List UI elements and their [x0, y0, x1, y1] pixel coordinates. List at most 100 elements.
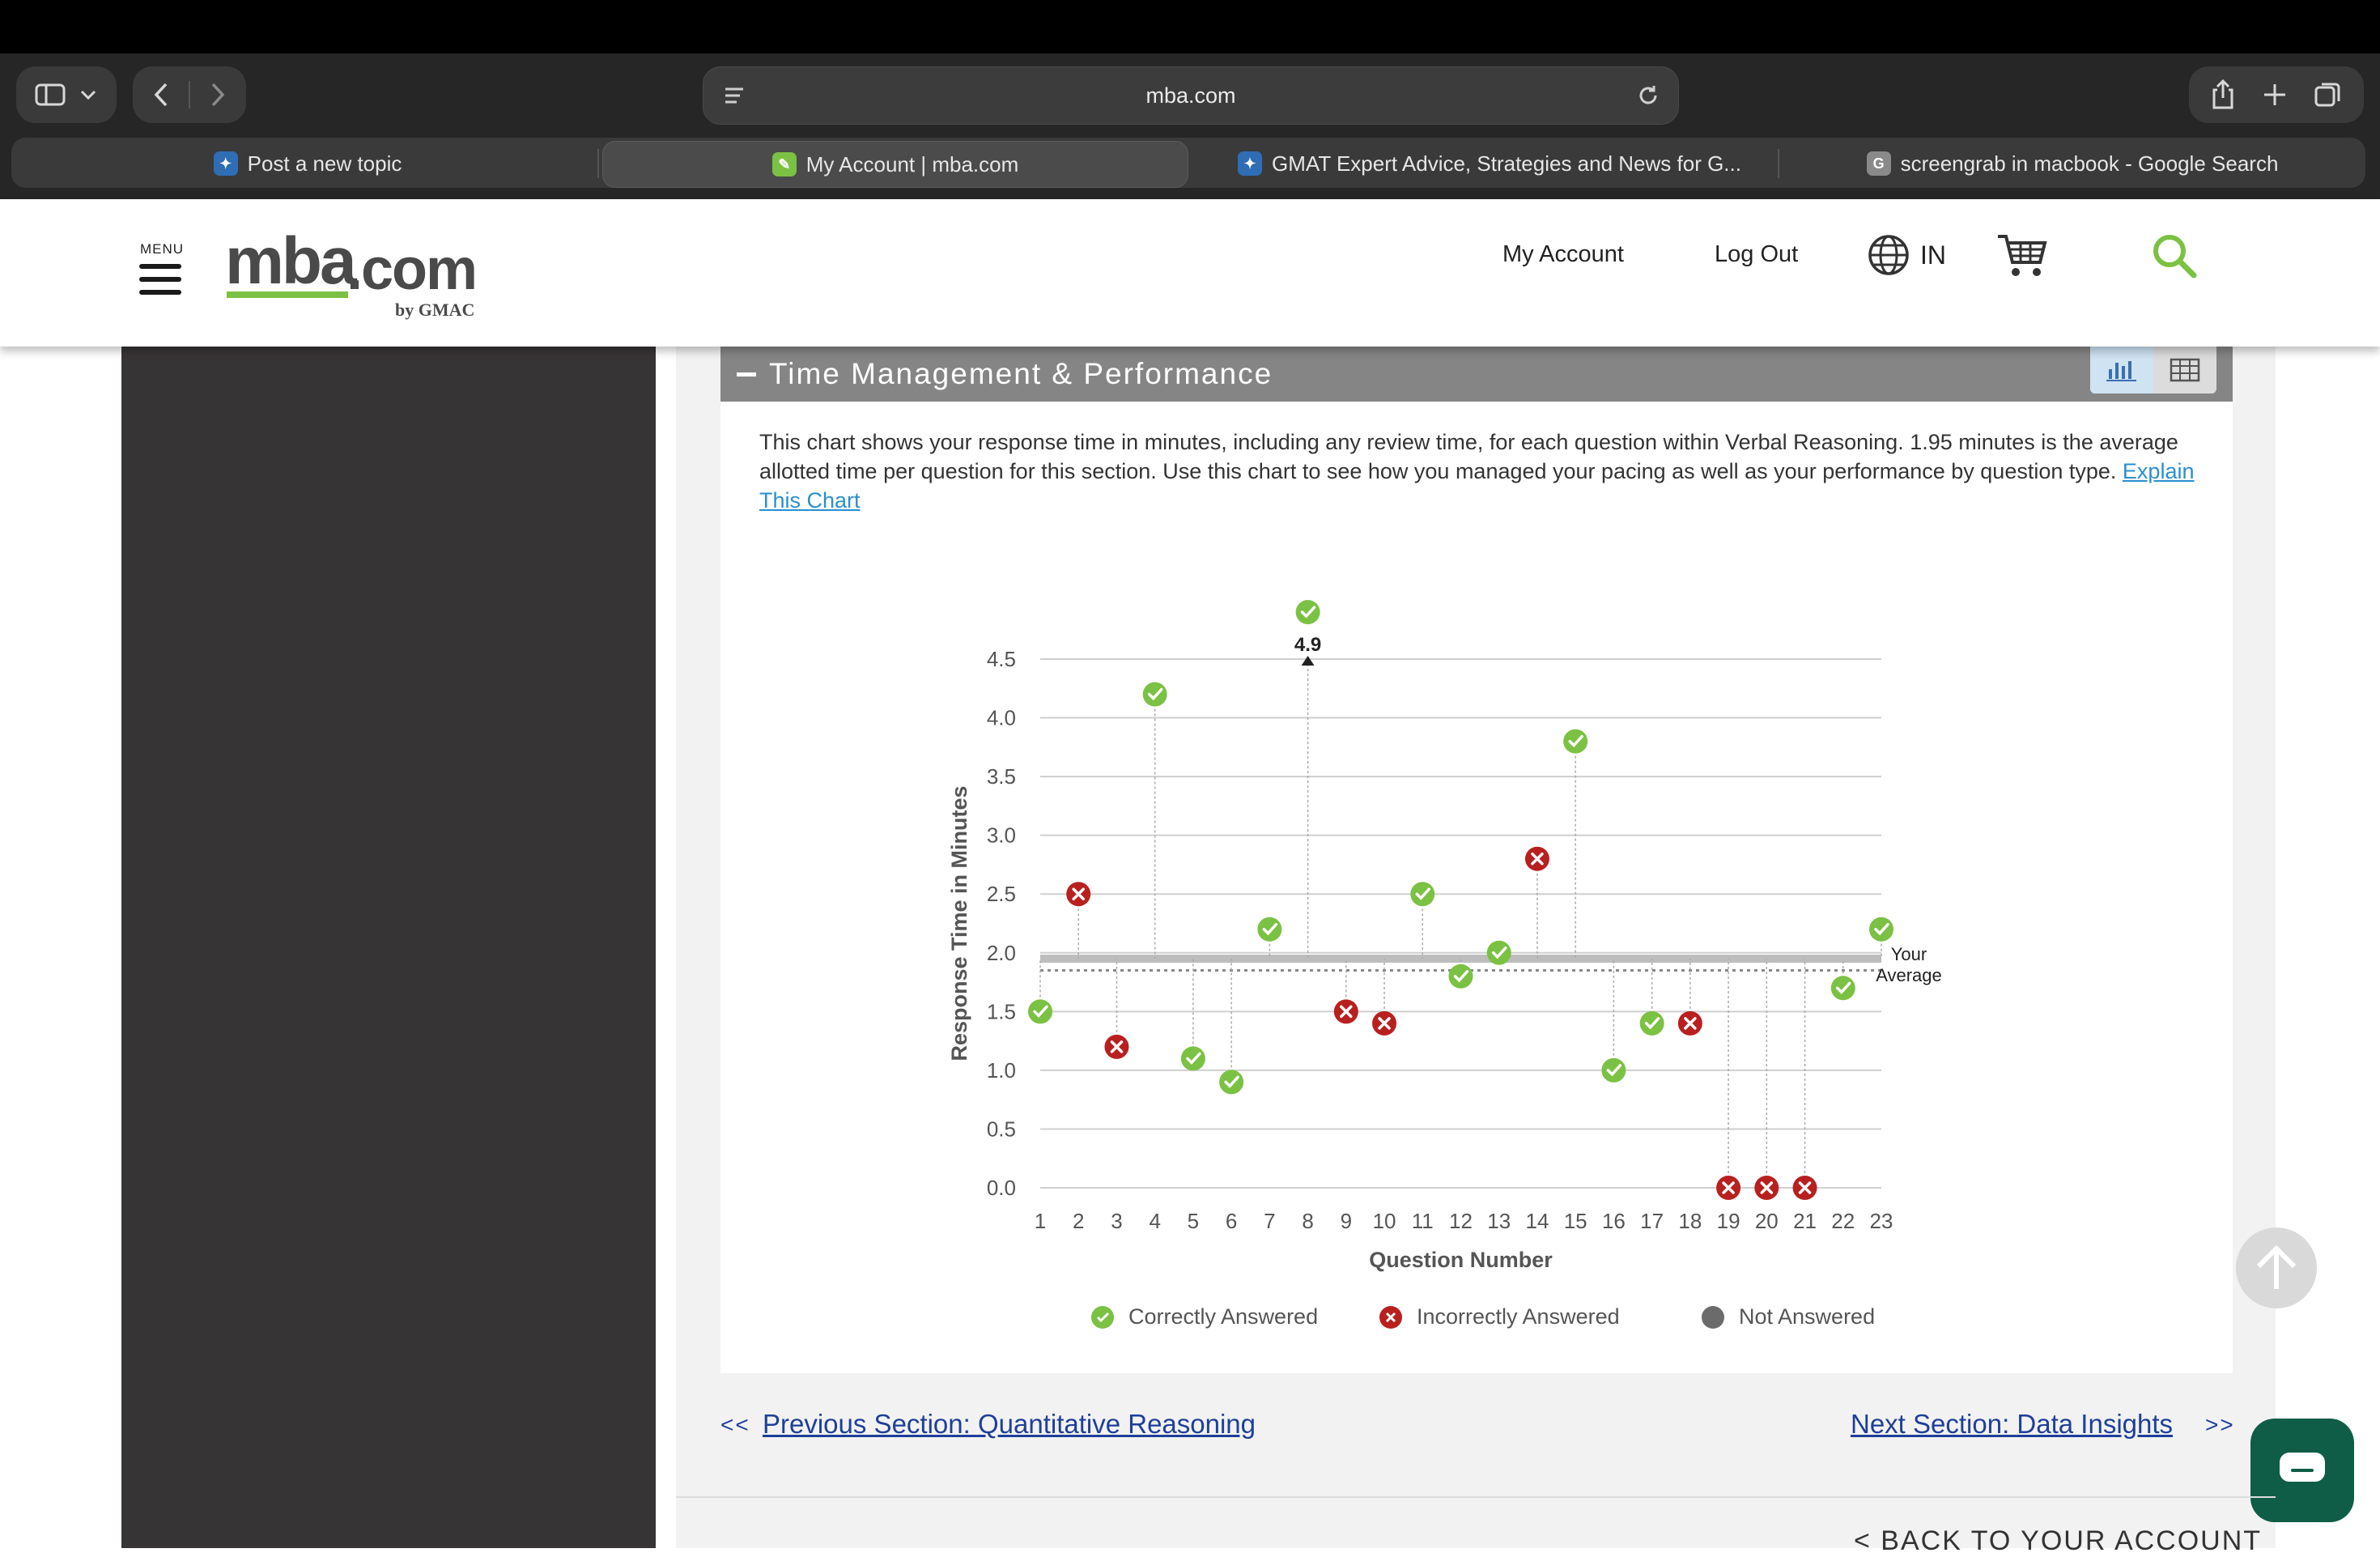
- correct-answer-point[interactable]: [1028, 999, 1052, 1024]
- incorrect-answer-point[interactable]: [1333, 999, 1358, 1024]
- region-label: IN: [1920, 240, 1946, 270]
- tab-google-search[interactable]: G screengrab in macbook - Google Search: [1846, 141, 2299, 186]
- mba-favicon-icon: ✎: [771, 152, 797, 177]
- nav-divider: [189, 81, 190, 108]
- incorrect-answer-point[interactable]: [1677, 1010, 1702, 1036]
- x-icon: [1722, 1181, 1735, 1194]
- correct-answer-point[interactable]: [1142, 682, 1167, 707]
- logo-by-gmac: by GMAC: [395, 300, 475, 320]
- x-tick-label: 11: [1412, 1209, 1434, 1233]
- x-tick-label: 1: [1035, 1209, 1046, 1233]
- incorrect-answer-point[interactable]: [1792, 1176, 1817, 1200]
- toolbar-right: [2189, 66, 2364, 123]
- menu-button[interactable]: MENU: [138, 241, 186, 298]
- collapse-icon[interactable]: [737, 372, 756, 376]
- x-tick-label: 9: [1341, 1209, 1352, 1233]
- tab-my-account[interactable]: ✎ My Account | mba.com: [602, 141, 1188, 188]
- x-icon: [1072, 887, 1085, 900]
- reader-icon[interactable]: [723, 85, 747, 106]
- site-logo[interactable]: mba .com by GMAC: [225, 225, 484, 322]
- incorrect-answer-point[interactable]: [1716, 1176, 1741, 1200]
- point-marker: [1563, 729, 1588, 754]
- point-marker: [1486, 940, 1511, 965]
- correct-answer-point[interactable]: [1830, 976, 1855, 1001]
- incorrect-answer-point[interactable]: [1372, 1010, 1397, 1036]
- chart-view-button[interactable]: [2090, 347, 2153, 394]
- data-label: 4.9: [1294, 634, 1321, 656]
- check-icon: [1186, 1052, 1201, 1065]
- legend-label: Correctly Answered: [1128, 1304, 1318, 1329]
- correct-answer-point[interactable]: [1180, 1046, 1205, 1071]
- point-marker: [1219, 1070, 1244, 1095]
- tab-overview-icon[interactable]: [2313, 79, 2344, 110]
- y-tick-label: 4.0: [987, 706, 1016, 730]
- correct-answer-point[interactable]: [1448, 964, 1473, 989]
- log-out-link[interactable]: Log Out: [1715, 241, 1799, 267]
- y-tick-label: 0.5: [987, 1117, 1016, 1141]
- back-icon[interactable]: [150, 81, 174, 108]
- x-icon: [1531, 852, 1544, 866]
- gmat-club-favicon-icon: ✦: [1238, 151, 1263, 176]
- point-marker: [1257, 917, 1282, 942]
- section-header[interactable]: Time Management & Performance: [720, 347, 2233, 402]
- x-tick-label: 8: [1302, 1209, 1313, 1233]
- point-marker: [1295, 600, 1320, 624]
- correct-answer-point[interactable]: [1601, 1057, 1626, 1083]
- x-icon: [1684, 1017, 1697, 1030]
- next-section-link[interactable]: Next Section: Data Insights: [1851, 1409, 2174, 1439]
- correct-answer-point[interactable]: [1563, 729, 1588, 754]
- reload-icon[interactable]: [1636, 83, 1660, 108]
- correct-answer-point[interactable]: [1486, 940, 1511, 965]
- search-icon[interactable]: [2150, 232, 2199, 280]
- x-tick-label: 12: [1449, 1209, 1473, 1233]
- check-icon: [1147, 687, 1163, 701]
- scroll-to-top-button[interactable]: [2236, 1227, 2317, 1308]
- check-icon: [1415, 887, 1431, 900]
- point-marker: [1142, 682, 1167, 707]
- prev-arrows[interactable]: <<: [720, 1412, 750, 1437]
- incorrect-answer-point[interactable]: [1104, 1034, 1129, 1059]
- sidebar-icon: [35, 83, 66, 106]
- region-selector[interactable]: IN: [1867, 233, 1946, 277]
- menu-bar: [0, 0, 2380, 53]
- correct-answer-point[interactable]: [1410, 882, 1435, 907]
- chat-icon: [2280, 1453, 2325, 1482]
- correct-answer-point[interactable]: [1869, 917, 1893, 942]
- legend-label: Not Answered: [1739, 1304, 1875, 1329]
- share-icon[interactable]: [2209, 79, 2237, 111]
- table-view-button[interactable]: [2153, 347, 2216, 394]
- account-sidebar: [121, 347, 656, 1548]
- correct-answer-point[interactable]: [1219, 1070, 1244, 1095]
- tab-gmat-expert-advice[interactable]: ✦ GMAT Expert Advice, Strategies and New…: [1214, 141, 1765, 186]
- tab-divider: [597, 149, 599, 178]
- incorrect-answer-point[interactable]: [1524, 846, 1549, 871]
- explain-chart-link[interactable]: Explain This Chart: [759, 459, 2195, 513]
- x-icon: [1340, 1005, 1353, 1019]
- cart-icon[interactable]: [1996, 232, 2048, 279]
- chat-button[interactable]: [2250, 1419, 2354, 1522]
- correct-answer-point[interactable]: [1639, 1010, 1664, 1036]
- previous-section-link[interactable]: Previous Section: Quantitative Reasoning: [763, 1409, 1256, 1439]
- sidebar-toggle-button[interactable]: [16, 66, 117, 123]
- correct-answer-point[interactable]: [1257, 917, 1282, 942]
- my-account-link[interactable]: My Account: [1502, 241, 1624, 267]
- address-bar[interactable]: mba.com: [703, 66, 1679, 125]
- new-tab-icon[interactable]: [2261, 81, 2289, 108]
- x-tick-label: 6: [1226, 1209, 1237, 1233]
- forward-icon[interactable]: [205, 81, 229, 108]
- correct-answer-point[interactable]: [1295, 600, 1320, 624]
- point-marker: [1830, 976, 1855, 1001]
- incorrect-answer-point[interactable]: [1066, 882, 1091, 907]
- check-icon: [1262, 923, 1278, 936]
- x-tick-label: 19: [1717, 1209, 1740, 1233]
- back-to-account-link[interactable]: < BACK TO YOUR ACCOUNT: [1854, 1525, 2263, 1556]
- chevron-down-icon: [80, 90, 96, 100]
- x-tick-label: 16: [1602, 1209, 1626, 1233]
- point-marker: [1028, 999, 1052, 1024]
- tab-post-new-topic[interactable]: ✦ Post a new topic: [186, 141, 429, 186]
- incorrect-answer-point[interactable]: [1754, 1176, 1779, 1200]
- point-marker: [1601, 1057, 1626, 1083]
- site-header: MENU mba .com by GMAC My Account Log Out…: [0, 199, 2380, 347]
- arrow-up-icon: [2256, 1244, 2297, 1289]
- next-arrows[interactable]: >>: [2205, 1412, 2235, 1437]
